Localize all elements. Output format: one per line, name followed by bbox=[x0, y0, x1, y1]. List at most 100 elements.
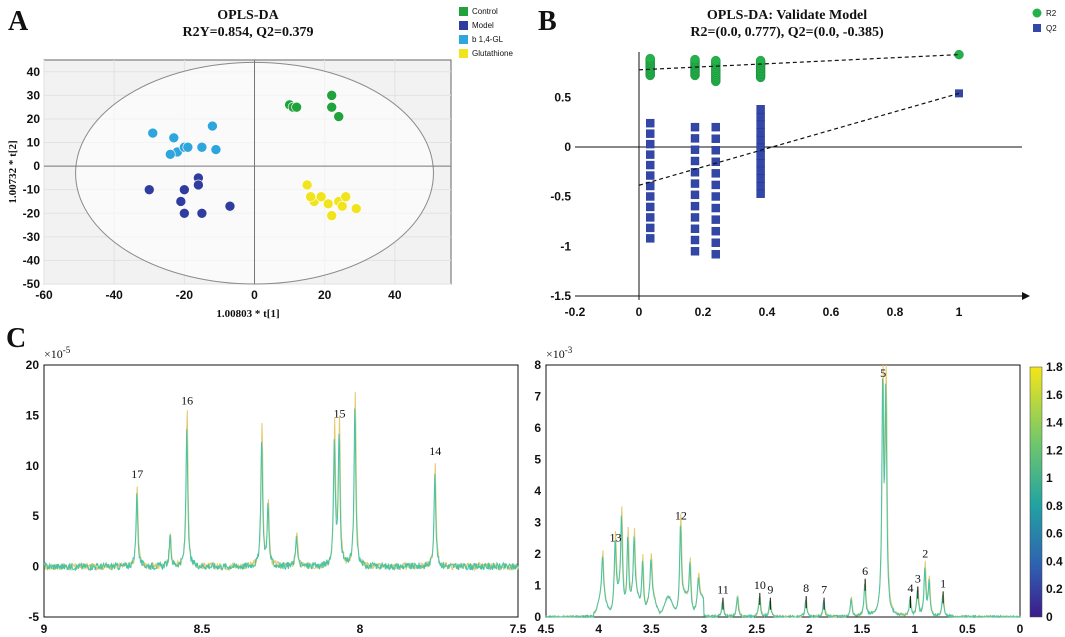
panel-c2-colorbar-ticks: 1.8 1.6 1.4 1.2 1 0.8 0.6 0.4 0.2 0 bbox=[1046, 360, 1063, 624]
panel-b-q2-point bbox=[690, 168, 700, 177]
c1-y-tick: 0 bbox=[32, 560, 39, 574]
panel-a-point-control bbox=[326, 90, 338, 101]
c2-x-tick: 2 bbox=[806, 622, 813, 636]
panel-b-q2-point bbox=[756, 166, 765, 175]
panel-b-q2-endpoint bbox=[955, 89, 963, 98]
panel-a-x-tick: 0 bbox=[251, 288, 258, 302]
c1-y-tick: 10 bbox=[26, 459, 40, 473]
panel-b-x-tick: 0.4 bbox=[759, 305, 776, 319]
legend-swatch-control bbox=[459, 7, 468, 16]
panel-b-r2-point bbox=[645, 53, 655, 64]
c1-x-tick: 7.5 bbox=[510, 622, 527, 636]
c2-x-tick: 4.5 bbox=[538, 622, 555, 636]
panel-a-point-model bbox=[193, 179, 204, 191]
legend-label-glutathione: Glutathione bbox=[472, 49, 513, 58]
panel-a-y-tick: 20 bbox=[27, 112, 41, 126]
legend-swatch-glutathione bbox=[459, 49, 468, 58]
panel-a-point-model bbox=[175, 196, 187, 207]
panel-c-spectrum-left: ×10-5 17 16 15 14 9 8.5 8 7.5 20 15 10 5 0 -5 bbox=[26, 345, 527, 636]
panel-b-q2-point bbox=[646, 223, 655, 233]
panel-c1-frame bbox=[43, 364, 519, 618]
panel-a-y-tick: -50 bbox=[23, 277, 41, 291]
panel-a-point-model bbox=[179, 207, 190, 219]
panel-b-q2-point bbox=[756, 174, 765, 183]
panel-b-q2-point bbox=[646, 118, 655, 128]
panel-a-point-glutathione bbox=[336, 200, 348, 212]
panel-a-point-b-1-4-gl bbox=[210, 144, 222, 155]
panel-a-point-glutathione bbox=[315, 191, 327, 203]
panel-c2-y-tick-labels: 8 7 6 5 4 3 2 1 0 bbox=[534, 358, 541, 624]
panel-b-q2-point bbox=[711, 157, 720, 167]
legend-marker-q2 bbox=[1033, 24, 1041, 32]
panel-b-q2-point bbox=[756, 158, 765, 168]
panel-a-point-b-1-4-gl bbox=[182, 141, 194, 153]
colorbar-tick: 1.6 bbox=[1046, 388, 1063, 402]
panel-b-r2-point bbox=[755, 55, 766, 66]
panel-a-y-tick: -10 bbox=[23, 183, 41, 197]
panel-b-x-tick: 0.8 bbox=[887, 305, 904, 319]
panel-b-q2-point bbox=[646, 213, 655, 222]
panel-b-q2-point bbox=[711, 134, 720, 143]
panel-b-q2-point bbox=[756, 105, 765, 114]
c2-y-tick: 4 bbox=[534, 484, 541, 498]
legend-label-b14gl: b 1,4-GL bbox=[472, 35, 504, 44]
colorbar-tick: 1.2 bbox=[1046, 443, 1063, 457]
c2-peak-label-8: 8 bbox=[803, 581, 809, 595]
colorbar-tick: 0.2 bbox=[1046, 582, 1063, 596]
panel-a-point-model bbox=[196, 207, 208, 219]
panel-a-y-tick: 0 bbox=[33, 159, 40, 173]
panel-b-q2-point bbox=[690, 122, 700, 132]
panel-a-score-plot: OPLS-DA R2Y=0.854, Q2=0.379 -60 -40 -20 0 20… bbox=[7, 7, 513, 320]
panel-a-point-control bbox=[333, 111, 345, 122]
panel-b-q2-point bbox=[711, 215, 720, 224]
legend-label-control: Control bbox=[472, 7, 498, 16]
panel-c1-spectrum-trace-a bbox=[43, 391, 519, 572]
c2-y-tick: 2 bbox=[534, 547, 541, 561]
panel-b-q2-point bbox=[711, 203, 720, 213]
panel-b-q2-point bbox=[690, 224, 700, 233]
panel-a-subtitle: R2Y=0.854, Q2=0.379 bbox=[182, 25, 313, 40]
panel-b-x-tick: -0.2 bbox=[565, 305, 586, 319]
panel-b-x-tick: 0 bbox=[636, 305, 643, 319]
c2-y-tick: 0 bbox=[534, 610, 541, 624]
panel-a-y-tick: -20 bbox=[23, 206, 41, 220]
panel-b-q2-point bbox=[711, 226, 720, 236]
panel-b-y-tick: -1.5 bbox=[550, 289, 571, 303]
panel-b-r2-point bbox=[690, 54, 700, 65]
panel-a-point-glutathione bbox=[350, 203, 362, 214]
c2-x-tick: 1 bbox=[911, 622, 918, 636]
c2-x-tick: 0 bbox=[1017, 622, 1024, 636]
c2-y-tick: 8 bbox=[534, 358, 541, 372]
colorbar-tick: 1 bbox=[1046, 471, 1053, 485]
panel-label-a: A bbox=[8, 6, 29, 37]
panel-a-point-glutathione bbox=[301, 179, 313, 191]
panel-b-q2-point bbox=[646, 181, 655, 191]
panel-b-points bbox=[645, 49, 964, 259]
panel-b-q2-point bbox=[756, 189, 765, 198]
c1-y-tick: 20 bbox=[26, 358, 40, 372]
panel-c1-peak-labels: 17 16 15 14 bbox=[131, 393, 441, 481]
panel-b-legend: R2 Q2 bbox=[1032, 8, 1057, 33]
panel-b-q2-point bbox=[646, 171, 655, 180]
panel-c2-scale-label: ×10-3 bbox=[546, 345, 573, 361]
c2-x-tick: 2.5 bbox=[748, 622, 765, 636]
panel-a-point-b-1-4-gl bbox=[147, 127, 159, 139]
panel-b-q2-point bbox=[690, 179, 700, 188]
panel-a-x-tick-labels: -60 -40 -20 0 20 40 bbox=[35, 288, 402, 302]
panel-a-point-b-1-4-gl bbox=[165, 149, 176, 160]
c1-x-tick: 9 bbox=[41, 622, 48, 636]
panel-b-title: OPLS-DA: Validate Model bbox=[707, 8, 867, 23]
c1-peak-label-16: 16 bbox=[181, 393, 193, 407]
panel-c2-x-tick-labels: 4.5 4 3.5 3 2.5 2 1.5 1 0.5 0 bbox=[538, 622, 1024, 636]
panel-a-points bbox=[143, 90, 362, 221]
c2-peak-label-7: 7 bbox=[821, 583, 827, 597]
c1-y-tick: 15 bbox=[26, 408, 40, 422]
c2-peak-label-6: 6 bbox=[862, 564, 868, 578]
panel-b-q2-point bbox=[711, 238, 720, 247]
panel-a-y-tick-labels: 40 30 20 10 0 -10 -20 -30 -40 -50 bbox=[23, 65, 41, 291]
panel-b-regression-line-r2 bbox=[638, 54, 960, 71]
colorbar-tick: 0.8 bbox=[1046, 499, 1063, 513]
panel-b-q2-point bbox=[690, 145, 700, 154]
